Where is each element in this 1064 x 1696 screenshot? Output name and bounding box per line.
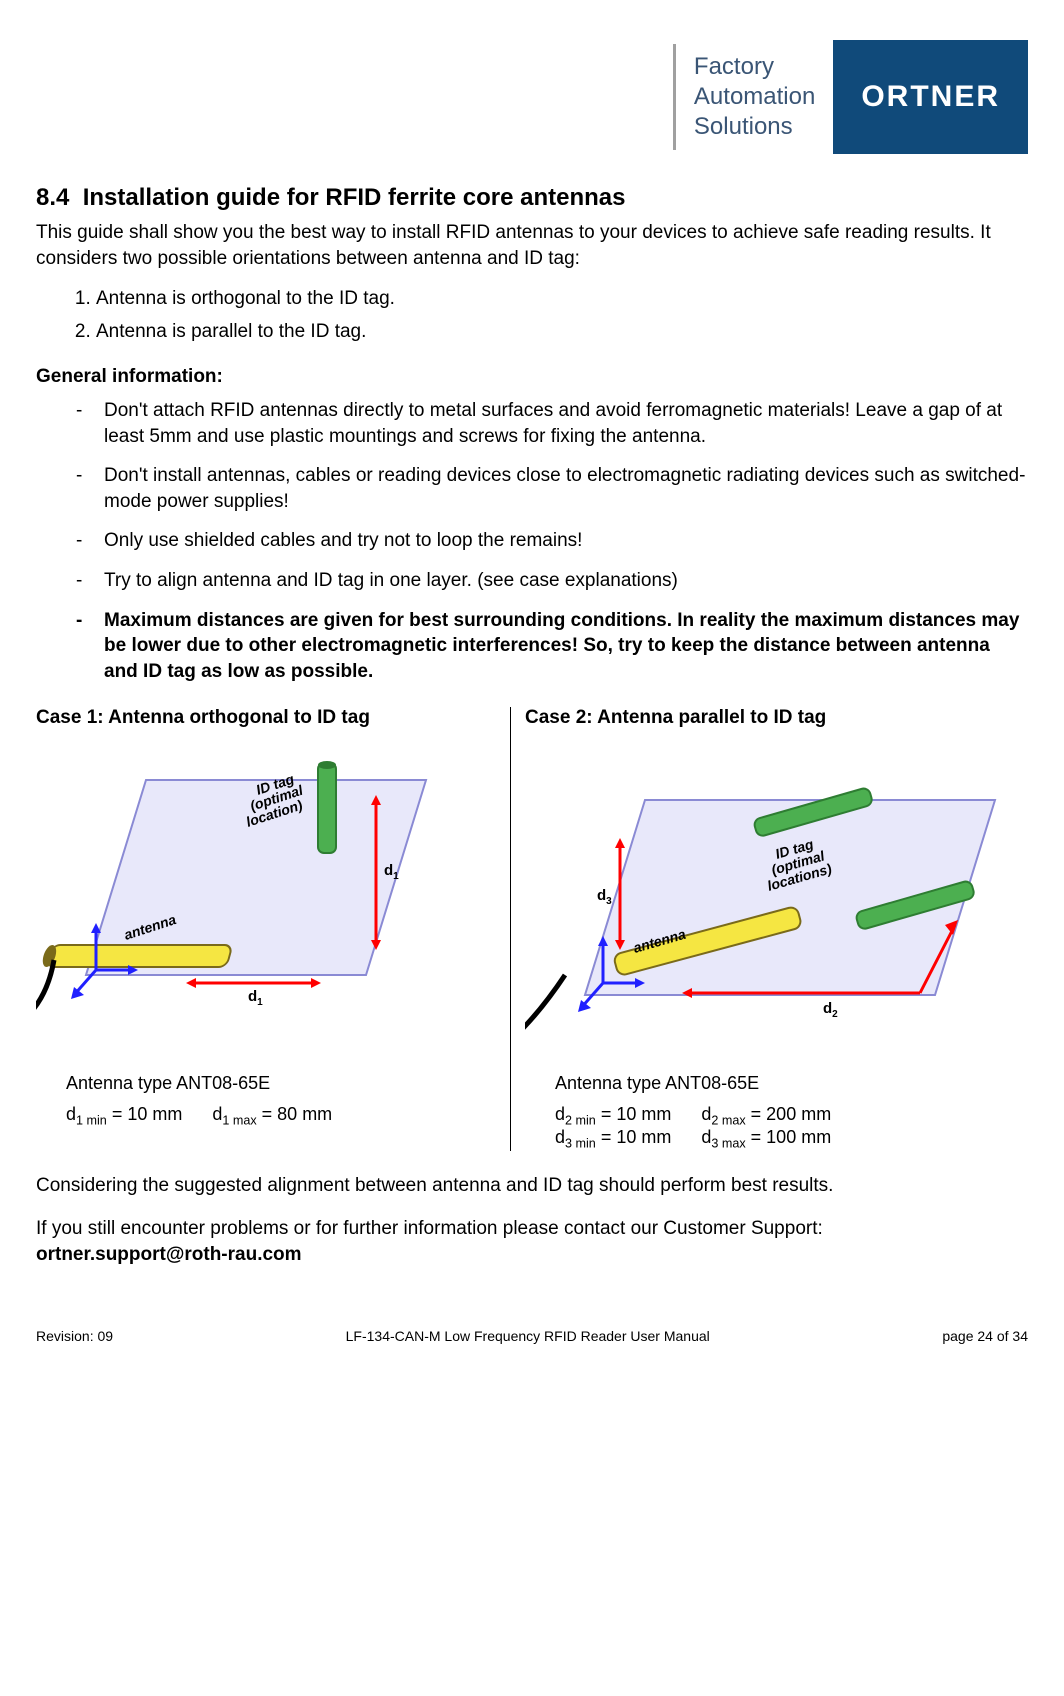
case-1-specs: Antenna type ANT08-65E d1 min = 10 mm d1… [36,1073,496,1128]
general-info-list: Don't attach RFID antennas directly to m… [36,398,1028,685]
d1-arrowhead [186,978,196,988]
page-footer: Revision: 09 LF-134-CAN-M Low Frequency … [36,1328,1028,1344]
id-tag-shape [318,763,336,853]
spec-d2-min: d2 min = 10 mm [555,1104,671,1128]
closing-line-1: Considering the suggested alignment betw… [36,1173,1028,1199]
general-bullet-bold: Maximum distances are given for best sur… [76,608,1028,685]
antenna-cable [36,960,54,1025]
orientation-item: Antenna is parallel to the ID tag. [96,316,1028,348]
general-bullet: Only use shielded cables and try not to … [76,528,1028,554]
cases-container: Case 1: Antenna orthogonal to ID tag [36,707,1028,1151]
spec-d1-min: d1 min = 10 mm [66,1104,182,1128]
spec-d1-max: d1 max = 80 mm [212,1104,332,1128]
section-title: Installation guide for RFID ferrite core… [83,184,626,211]
antenna-shape [47,945,233,967]
section-heading: 8.4 Installation guide for RFID ferrite … [36,184,1028,212]
page-header: Factory Automation Solutions ORTNER [36,40,1028,154]
footer-revision: Revision: 09 [36,1328,113,1344]
orientation-list: Antenna is orthogonal to the ID tag. Ant… [36,283,1028,348]
case-1-title: Case 1: Antenna orthogonal to ID tag [36,707,496,729]
section-number: 8.4 [36,184,69,211]
spec-d3-min: d3 min = 10 mm [555,1127,671,1151]
support-email: ortner.support@roth-rau.com [36,1244,302,1265]
d3-label: d3 [597,887,612,907]
spec-d3-max: d3 max = 100 mm [701,1127,831,1151]
tagline-line: Automation [694,82,815,112]
antenna-type: Antenna type ANT08-65E [66,1073,496,1094]
antenna-type: Antenna type ANT08-65E [555,1073,1025,1094]
orientation-item: Antenna is orthogonal to the ID tag. [96,283,1028,315]
support-text: If you still encounter problems or for f… [36,1218,823,1239]
tagline-line: Factory [694,52,815,82]
footer-doc-title: LF-134-CAN-M Low Frequency RFID Reader U… [346,1328,710,1344]
case-1-diagram: antenna ID tag (optimal location) d1 d1 [36,745,496,1055]
closing-line-2: If you still encounter problems or for f… [36,1216,1028,1267]
footer-page-number: page 24 of 34 [942,1328,1028,1344]
spec-d2-max: d2 max = 200 mm [701,1104,831,1128]
header-tagline: Factory Automation Solutions [673,44,833,150]
tagline-line: Solutions [694,112,815,142]
case-2-specs: Antenna type ANT08-65E d2 min = 10 mm d2… [525,1073,1025,1151]
section-intro: This guide shall show you the best way t… [36,220,1028,271]
id-tag-end [318,761,336,769]
company-logo: ORTNER [833,40,1028,154]
general-bullet: Don't install antennas, cables or readin… [76,463,1028,514]
d2-label: d2 [823,1000,838,1020]
general-info-heading: General information: [36,366,1028,388]
d1-label-h: d1 [248,988,263,1008]
d1-arrowhead [311,978,321,988]
antenna-cable [525,975,565,1045]
d3-arrowhead [615,838,625,848]
general-bullet: Don't attach RFID antennas directly to m… [76,398,1028,449]
case-2: Case 2: Antenna parallel to ID tag [511,707,1039,1151]
case-2-title: Case 2: Antenna parallel to ID tag [525,707,1025,729]
case-2-diagram: antenna ID tag (optimal locations) d3 d2 [525,745,1025,1055]
case-1: Case 1: Antenna orthogonal to ID tag [36,707,511,1151]
general-bullet: Try to align antenna and ID tag in one l… [76,568,1028,594]
